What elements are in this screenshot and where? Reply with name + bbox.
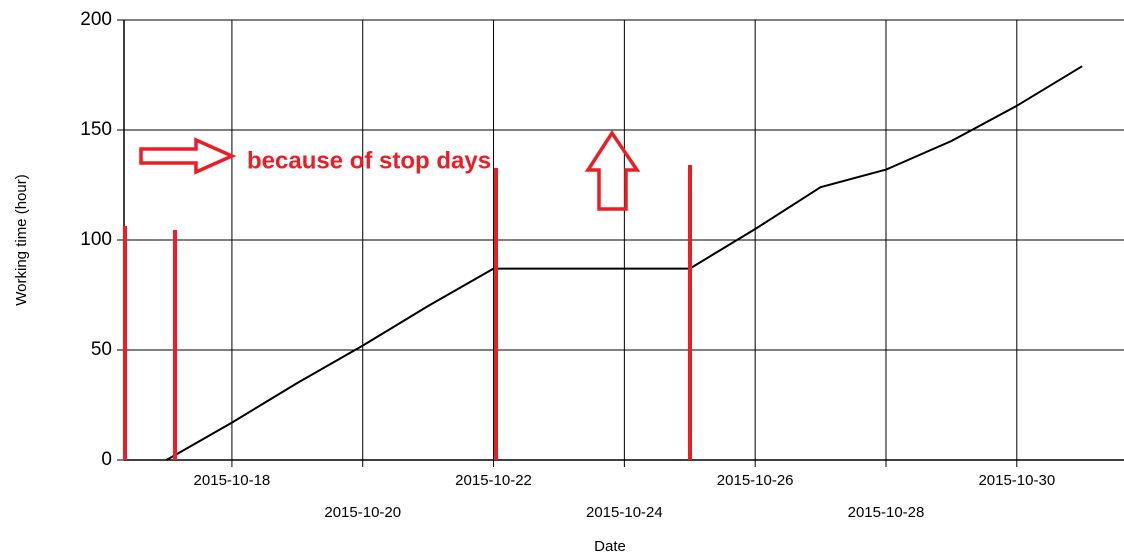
x-axis-title: Date xyxy=(594,538,626,555)
x-tick-label: 2015-10-30 xyxy=(978,472,1055,489)
x-tick-label: 2015-10-28 xyxy=(848,504,925,521)
y-tick-label: 0 xyxy=(101,449,112,470)
y-tick-label: 100 xyxy=(80,229,112,250)
data-line xyxy=(166,65,1083,461)
x-tick-label: 2015-10-18 xyxy=(194,472,271,489)
x-tick-label: 2015-10-20 xyxy=(324,504,401,521)
up-arrow xyxy=(584,129,641,211)
x-tick-label: 2015-10-22 xyxy=(455,472,532,489)
marks xyxy=(166,65,1083,461)
y-axis-title: Working time (hour) xyxy=(13,174,30,305)
y-tick-label: 50 xyxy=(91,339,112,360)
annotations: because of stop days xyxy=(123,129,692,460)
grid: 0 50 100 150 200 2015-10-18 2015-10-20 2015-10-… xyxy=(80,9,1124,521)
annotation-text: because of stop days xyxy=(247,147,491,174)
y-tick-label: 150 xyxy=(80,119,112,140)
right-arrow xyxy=(139,137,237,175)
x-tick-label: 2015-10-26 xyxy=(717,472,794,489)
y-tick-label: 200 xyxy=(80,9,112,30)
x-tick-label: 2015-10-24 xyxy=(586,504,663,521)
